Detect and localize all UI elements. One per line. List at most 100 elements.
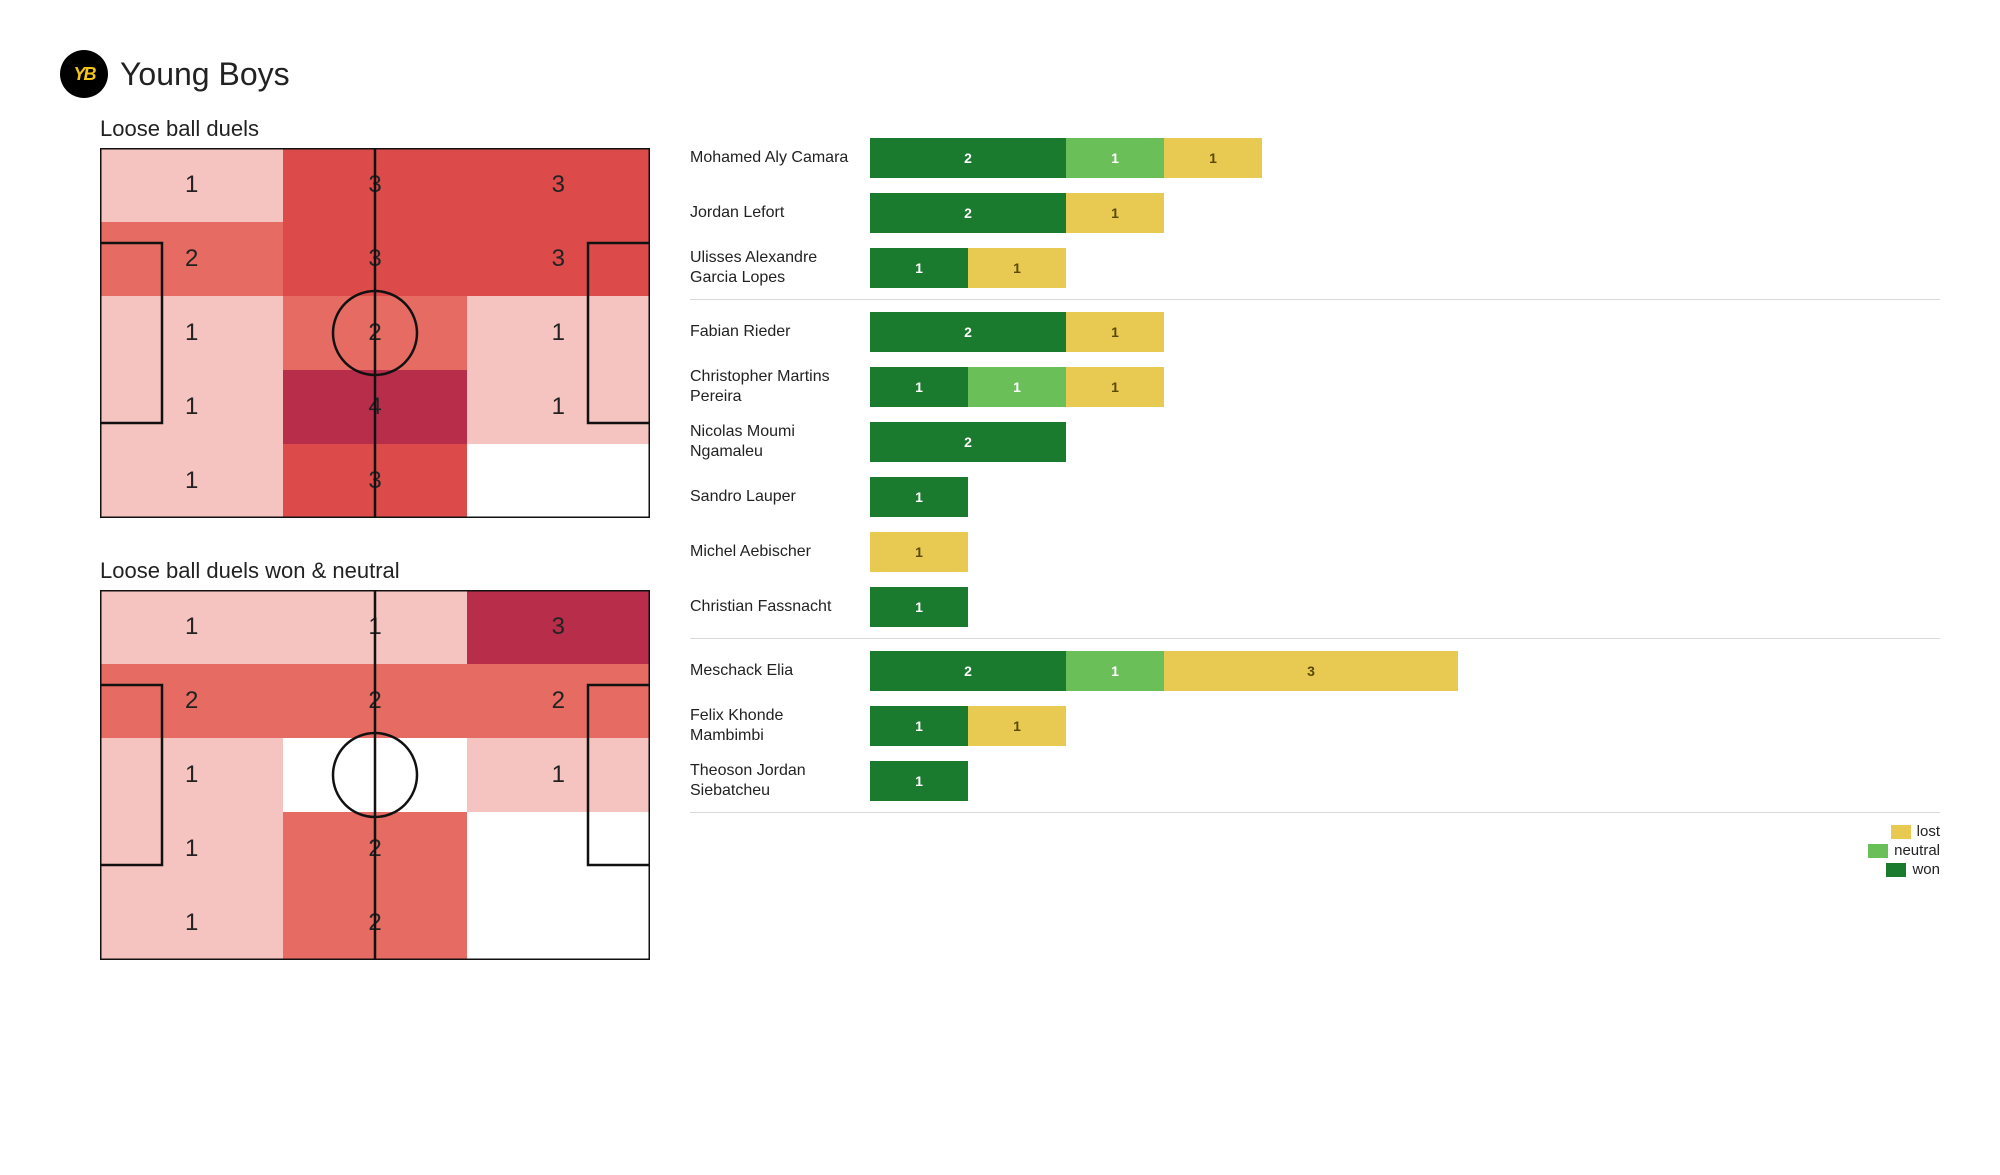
heatmap-cell: 1 [283,590,466,664]
bar-track: 111 [870,367,1940,407]
heatmap-cell: 4 [283,370,466,444]
bar-track: 2 [870,422,1940,462]
heatmap-cell: 1 [467,738,650,812]
player-row: Fabian Rieder21 [690,304,1940,359]
heatmap-cell: 1 [100,738,283,812]
heatmap-cell: 3 [467,222,650,296]
bar-segment-lost: 1 [1066,312,1164,352]
bar-segment-lost: 1 [870,532,968,572]
player-name: Mohamed Aly Camara [690,148,870,167]
bar-segment-won: 1 [870,367,968,407]
bar-segment-won: 2 [870,422,1066,462]
player-name: Fabian Rieder [690,322,870,341]
heatmap-cell: 2 [467,664,650,738]
team-logo-icon [60,50,108,98]
bar-segment-lost: 1 [968,248,1066,288]
heatmap-cell: 3 [283,222,466,296]
legend-label: lost [1917,823,1940,840]
bar-segment-won: 1 [870,706,968,746]
player-name: Theoson Jordan Siebatcheu [690,761,870,799]
bar-segment-won: 1 [870,248,968,288]
player-name: Christian Fassnacht [690,597,870,616]
heatmap-cell: 1 [100,444,283,518]
bar-track: 1 [870,532,1940,572]
heatmap-cell: 1 [467,296,650,370]
player-name: Nicolas Moumi Ngamaleu [690,422,870,460]
player-name: Jordan Lefort [690,203,870,222]
player-name: Christopher Martins Pereira [690,367,870,405]
heatmap-cell: 2 [283,296,466,370]
bar-segment-won: 1 [870,761,968,801]
player-row: Nicolas Moumi Ngamaleu2 [690,414,1940,469]
bar-segment-won: 2 [870,138,1066,178]
heatmap-cell: 3 [467,590,650,664]
player-row: Ulisses Alexandre Garcia Lopes11 [690,240,1940,295]
bar-segment-neutral: 1 [1066,651,1164,691]
player-name: Ulisses Alexandre Garcia Lopes [690,248,870,286]
heatmap-cell: 1 [467,370,650,444]
heatmap-cell: 1 [100,812,283,886]
player-name: Michel Aebischer [690,542,870,561]
player-row: Jordan Lefort21 [690,185,1940,240]
heatmap-cell: 1 [100,370,283,444]
pitch1-title: Loose ball duels [100,116,650,142]
bar-segment-won: 2 [870,312,1066,352]
legend: lost neutral won [690,823,1940,878]
bar-track: 1 [870,587,1940,627]
heatmap-cell [467,812,650,886]
bar-track: 1 [870,761,1940,801]
header: Young Boys [60,50,1940,98]
legend-swatch-icon [1886,863,1906,877]
bar-segment-lost: 3 [1164,651,1458,691]
player-group: Mohamed Aly Camara211Jordan Lefort21Ulis… [690,126,1940,300]
bar-track: 21 [870,193,1940,233]
pitch2: 113222111212 [100,590,650,960]
bar-segment-won: 2 [870,651,1066,691]
bar-segment-won: 1 [870,477,968,517]
player-row: Christopher Martins Pereira111 [690,359,1940,414]
player-row: Sandro Lauper1 [690,469,1940,524]
pitch1: 13323312114113 [100,148,650,518]
player-bars: Mohamed Aly Camara211Jordan Lefort21Ulis… [690,126,1940,813]
bar-track: 1 [870,477,1940,517]
team-name: Young Boys [120,56,290,93]
player-group: Fabian Rieder21Christopher Martins Perei… [690,300,1940,639]
barchart-column: Mohamed Aly Camara211Jordan Lefort21Ulis… [690,106,1940,960]
legend-item-neutral: neutral [1868,842,1940,859]
heatmap-cell: 2 [100,222,283,296]
bar-segment-neutral: 1 [1066,138,1164,178]
player-name: Sandro Lauper [690,487,870,506]
heatmap-cell: 1 [100,148,283,222]
player-group: Meschack Elia213Felix Khonde Mambimbi11T… [690,639,1940,813]
player-name: Meschack Elia [690,661,870,680]
heatmap-cell: 2 [283,812,466,886]
heatmap-cell [467,444,650,518]
legend-item-won: won [1886,861,1940,878]
heatmap-cell: 1 [100,886,283,960]
pitch2-title: Loose ball duels won & neutral [100,558,650,584]
heatmap-cell: 1 [100,590,283,664]
heatmaps-column: Loose ball duels 13323312114113 Loose ba… [60,106,650,960]
bar-segment-lost: 1 [968,706,1066,746]
pitch2-grid: 113222111212 [100,590,650,960]
pitch1-grid: 13323312114113 [100,148,650,518]
legend-swatch-icon [1891,825,1911,839]
heatmap-cell: 3 [283,444,466,518]
player-row: Meschack Elia213 [690,643,1940,698]
player-name: Felix Khonde Mambimbi [690,706,870,744]
player-row: Michel Aebischer1 [690,524,1940,579]
bar-track: 11 [870,706,1940,746]
heatmap-cell: 1 [100,296,283,370]
bar-track: 21 [870,312,1940,352]
legend-item-lost: lost [1891,823,1940,840]
heatmap-cell: 3 [467,148,650,222]
player-row: Mohamed Aly Camara211 [690,130,1940,185]
main-content: Loose ball duels 13323312114113 Loose ba… [60,106,1940,960]
bar-segment-neutral: 1 [968,367,1066,407]
legend-label: neutral [1894,842,1940,859]
heatmap-cell [283,738,466,812]
legend-label: won [1912,861,1940,878]
bar-segment-lost: 1 [1164,138,1262,178]
bar-track: 211 [870,138,1940,178]
heatmap-cell: 2 [283,664,466,738]
